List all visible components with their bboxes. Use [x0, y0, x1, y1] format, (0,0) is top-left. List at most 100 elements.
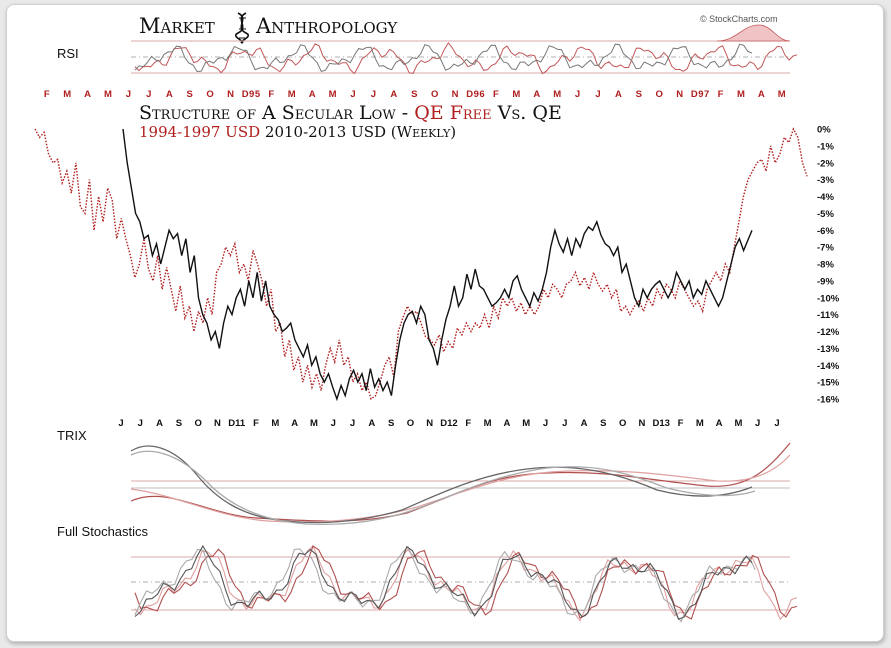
- y-tick-label: -15%: [817, 378, 840, 389]
- subtitle-red: 1994-1997 USD: [139, 123, 260, 141]
- top-month-label: N: [227, 89, 234, 100]
- series-2010-2013-usd: [122, 128, 753, 402]
- title-highlight: QE Free: [414, 102, 491, 124]
- chart-frame: Market Anthropology © StockCharts.com RS…: [6, 4, 884, 642]
- y-tick-label: -3%: [817, 175, 834, 186]
- bottom-month-label: A: [716, 418, 723, 429]
- bottom-month-label: D12: [440, 418, 457, 429]
- top-month-label: N: [452, 89, 459, 100]
- top-month-label: M: [63, 89, 71, 100]
- bottom-month-label: J: [562, 418, 567, 429]
- bottom-month-label: O: [619, 418, 626, 429]
- bottom-month-label: N: [639, 418, 646, 429]
- bottom-month-label: M: [484, 418, 492, 429]
- bottom-month-label: J: [543, 418, 548, 429]
- top-month-label: J: [126, 89, 132, 100]
- top-month-label: M: [737, 89, 745, 100]
- y-tick-label: -13%: [817, 344, 840, 355]
- bottom-month-axis: J J A S O N D11 F M A M J J A S O N D12 F M A M J J A S O N D13 F M A M J…: [118, 418, 779, 429]
- bottom-month-label: M: [310, 418, 318, 429]
- top-month-label: A: [390, 89, 397, 100]
- trix-gray-dark: [130, 445, 753, 524]
- top-month-label: M: [329, 89, 337, 100]
- y-tick-label: -7%: [817, 243, 834, 254]
- y-tick-label: -16%: [817, 395, 840, 406]
- trix-label: TRIX: [57, 428, 87, 443]
- stoch-gray: [134, 544, 753, 620]
- top-month-label: A: [309, 89, 316, 100]
- bottom-month-label: M: [696, 418, 704, 429]
- y-axis: 0% -1% -2% -3% -4% -5% -6% -7% -8% -9% -10% -11% -12…: [817, 125, 840, 406]
- subtitle-black: 2010-2013 USD (Weekly): [260, 123, 456, 141]
- brand-left-word: Market: [139, 14, 215, 38]
- chart-subtitle: 1994-1997 USD 2010-2013 USD (Weekly): [139, 123, 456, 141]
- top-month-label: F: [44, 89, 50, 100]
- y-tick-label: -12%: [817, 327, 840, 338]
- top-month-label: M: [778, 89, 786, 100]
- top-month-label: F: [718, 89, 724, 100]
- stochastics-label: Full Stochastics: [57, 524, 149, 539]
- bottom-month-label: J: [138, 418, 143, 429]
- bottom-month-label: D11: [228, 418, 246, 429]
- top-month-label: J: [350, 89, 356, 100]
- bottom-month-label: S: [388, 418, 394, 429]
- bottom-month-label: J: [118, 418, 123, 429]
- top-month-label: F: [268, 89, 274, 100]
- top-month-label: S: [411, 89, 418, 100]
- top-month-label: M: [104, 89, 112, 100]
- top-month-label: F: [493, 89, 499, 100]
- top-month-label: O: [656, 89, 664, 100]
- top-month-label: D96: [466, 89, 485, 100]
- bottom-month-label: F: [465, 418, 471, 429]
- chart-canvas: Market Anthropology © StockCharts.com RS…: [34, 12, 840, 623]
- top-month-label: A: [533, 89, 540, 100]
- top-month-label: A: [758, 89, 765, 100]
- top-month-label: A: [166, 89, 173, 100]
- top-month-label: M: [553, 89, 561, 100]
- bottom-month-label: A: [156, 418, 163, 429]
- top-month-label: D97: [691, 89, 710, 100]
- top-month-label: O: [431, 89, 439, 100]
- bottom-month-label: O: [194, 418, 201, 429]
- stochastics-panel: [131, 544, 798, 623]
- rsi-overbought-fill: [716, 24, 791, 42]
- y-tick-label: -9%: [817, 276, 834, 287]
- stockcharts-credit: © StockCharts.com: [700, 14, 778, 24]
- top-month-label: S: [636, 89, 643, 100]
- top-month-label: J: [371, 89, 377, 100]
- top-month-label: M: [288, 89, 296, 100]
- bottom-month-label: A: [581, 418, 588, 429]
- bottom-month-label: M: [522, 418, 530, 429]
- bottom-month-label: F: [253, 418, 259, 429]
- y-tick-label: -10%: [817, 293, 840, 304]
- top-month-label: S: [186, 89, 193, 100]
- bottom-month-label: O: [407, 418, 414, 429]
- top-month-label: J: [595, 89, 601, 100]
- main-plot: [34, 127, 808, 402]
- rsi-label: RSI: [57, 46, 79, 61]
- y-tick-label: -1%: [817, 141, 834, 152]
- top-month-axis: F M A M J J A S O N D95 F M A M J J A S O N D96 F M A M J J A S O N D97 F…: [44, 89, 786, 100]
- y-tick-label: -6%: [817, 226, 834, 237]
- trix-red-dark: [130, 442, 791, 522]
- series-1994-1997-usd: [34, 127, 808, 401]
- y-tick-label: -11%: [817, 310, 839, 321]
- bottom-month-label: D13: [653, 418, 670, 429]
- bottom-month-label: J: [755, 418, 760, 429]
- top-month-label: D95: [242, 89, 261, 100]
- bottom-month-label: A: [503, 418, 510, 429]
- stoch-gray-light: [134, 545, 756, 623]
- brand-right-word: Anthropology: [255, 14, 398, 38]
- bottom-month-label: A: [368, 418, 375, 429]
- dna-helix-icon: [235, 12, 249, 44]
- y-tick-label: -4%: [817, 192, 834, 203]
- bottom-month-label: J: [331, 418, 336, 429]
- rsi-line-gray: [134, 43, 753, 73]
- rsi-line-red: [134, 42, 798, 75]
- bottom-month-label: S: [176, 418, 182, 429]
- y-tick-label: 0%: [817, 125, 831, 136]
- rsi-panel: [131, 24, 798, 75]
- trix-red-light: [130, 454, 791, 523]
- bottom-month-label: J: [774, 418, 779, 429]
- bottom-month-label: M: [734, 418, 742, 429]
